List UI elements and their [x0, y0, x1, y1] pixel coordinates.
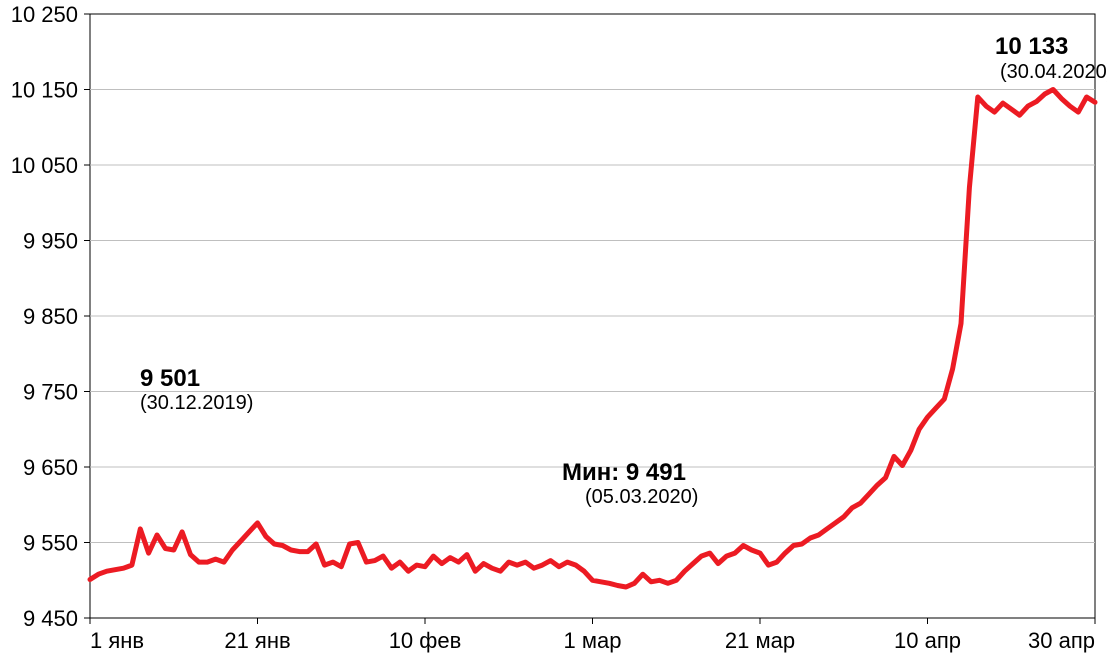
y-tick-label: 9 950 [23, 229, 78, 254]
annotation-value-min: Мин: 9 491 [562, 459, 686, 486]
x-tick-label: 10 апр [894, 628, 961, 653]
y-tick-label: 10 150 [11, 78, 78, 103]
line-chart: 9 450 9 550 9 650 9 750 9 850 9 950 10 050 10 1… [0, 0, 1107, 658]
y-tick-label: 9 450 [23, 606, 78, 631]
annotation-value-start: 9 501 [140, 365, 200, 392]
x-tick-label: 21 янв [224, 628, 290, 653]
annotation-date-end: (30.04.2020) [1000, 61, 1107, 83]
x-tick-label: 21 мар [725, 628, 795, 653]
y-tick-label: 10 250 [11, 2, 78, 27]
x-tick-label: 30 апр [1028, 628, 1095, 653]
y-tick-label: 9 850 [23, 304, 78, 329]
y-tick-label: 10 050 [11, 153, 78, 178]
y-tick-label: 9 550 [23, 531, 78, 556]
annotation-value-end: 10 133 [995, 33, 1068, 60]
x-tick-label: 10 фев [389, 628, 462, 653]
chart-svg: 9 450 9 550 9 650 9 750 9 850 9 950 10 050 10 1… [0, 0, 1107, 658]
y-tick-label: 9 650 [23, 455, 78, 480]
y-tick-label: 9 750 [23, 380, 78, 405]
x-tick-label: 1 мар [564, 628, 622, 653]
x-tick-label: 1 янв [90, 628, 144, 653]
annotation-date-min: (05.03.2020) [585, 486, 698, 508]
annotation-date-start: (30.12.2019) [140, 392, 253, 414]
